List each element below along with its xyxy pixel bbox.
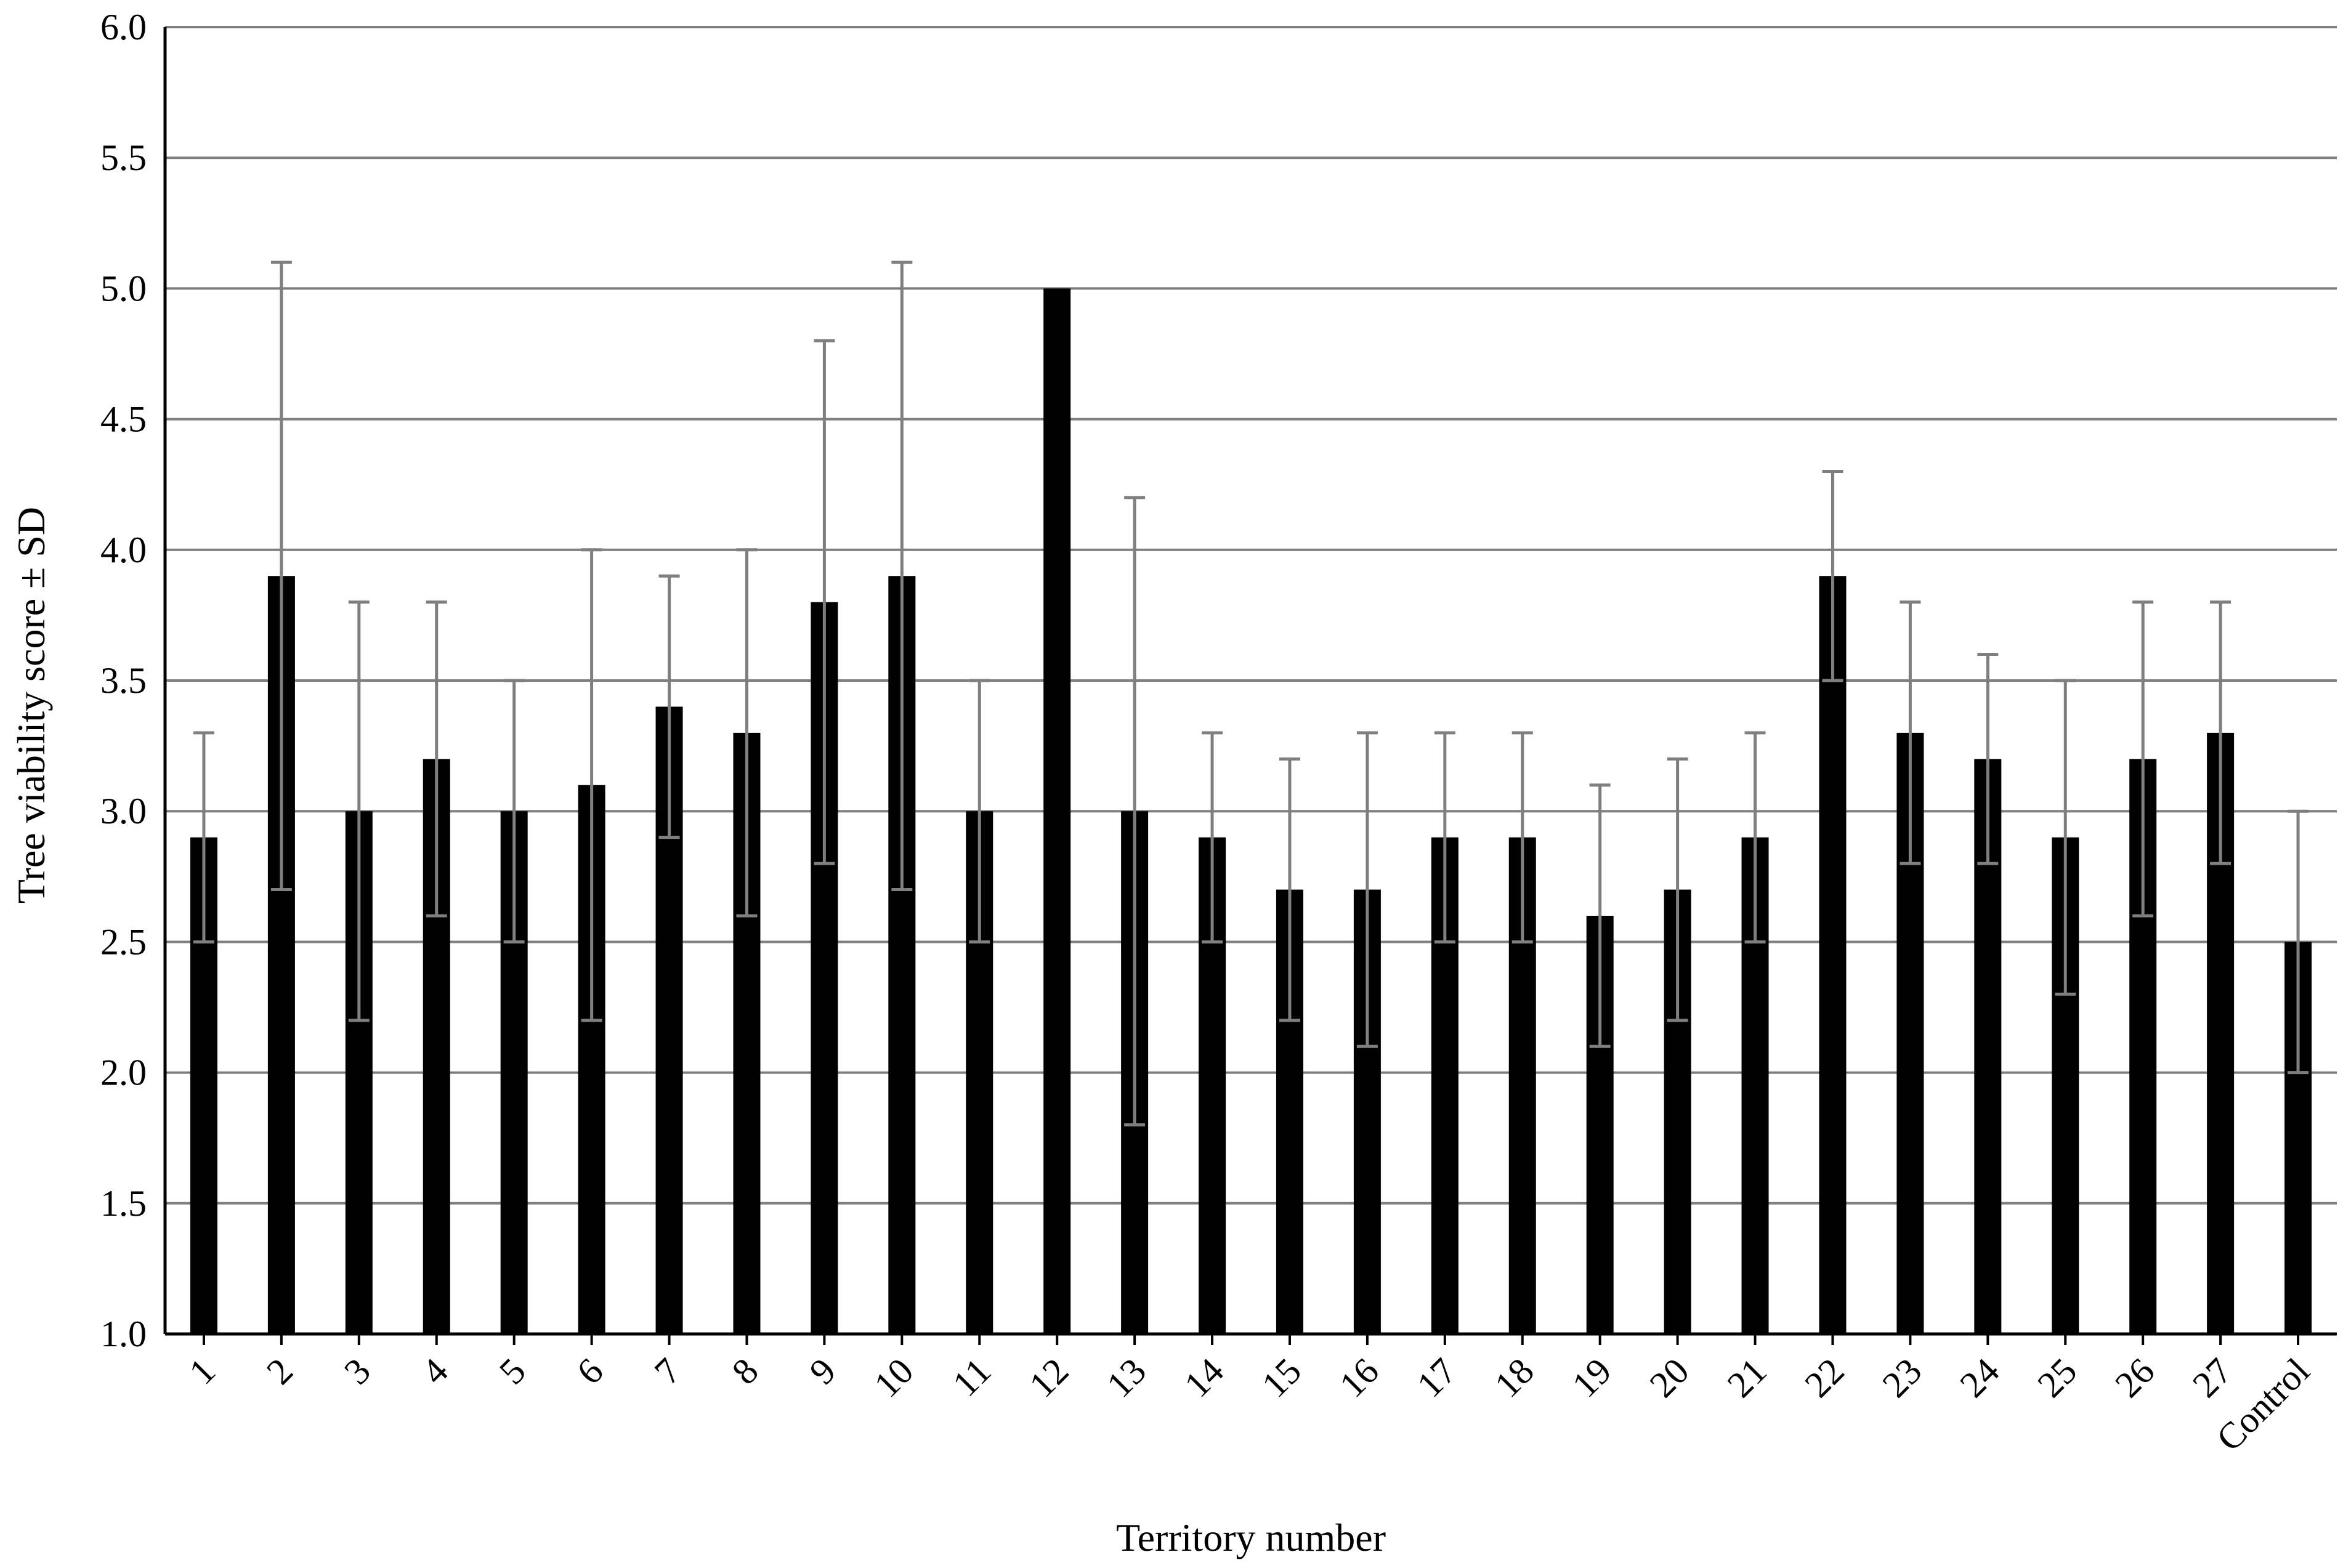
x-axis-title: Territory number [1116, 1516, 1386, 1559]
bar [1043, 288, 1071, 1334]
x-tick-label: 8 [724, 1351, 766, 1392]
x-tick-label: 12 [1021, 1351, 1076, 1405]
x-tick-label: 9 [802, 1351, 844, 1392]
gridlines [165, 26, 2337, 1335]
x-tick-label: 25 [2029, 1351, 2084, 1405]
x-tick-label: 11 [945, 1351, 999, 1405]
x-tick-label: 7 [647, 1351, 689, 1392]
error-bar [814, 339, 835, 865]
y-tick-label: 4.0 [100, 530, 147, 570]
x-tick-label: 2 [259, 1351, 301, 1392]
error-bar [1667, 757, 1688, 1022]
error-bar [1511, 731, 1533, 944]
x-tick-label: 14 [1176, 1351, 1231, 1405]
y-tick-label: 6.0 [100, 7, 147, 47]
y-tick-label: 4.5 [100, 399, 147, 440]
y-tick-label: 2.5 [100, 921, 147, 962]
y-tick-labels: 1.0 1.5 2.0 2.5 3.0 3.5 4.0 4.5 5.0 5.5 6.0 [100, 7, 147, 1354]
y-tick-label: 1.5 [100, 1183, 147, 1224]
error-bar [1279, 757, 1300, 1022]
error-bar [426, 600, 447, 918]
x-tick-label: 23 [1874, 1351, 1929, 1405]
y-tick-label: 3.0 [100, 791, 147, 831]
error-bar [2210, 600, 2232, 865]
x-tick-label: 15 [1254, 1351, 1309, 1405]
error-bar [1900, 600, 1921, 865]
error-bar [1124, 496, 1146, 1126]
y-tick-label: 5.5 [100, 137, 147, 178]
x-tick-label: 10 [866, 1351, 921, 1405]
x-tick-labels: 1 2 3 4 5 6 7 8 9 10 11 12 13 14 15 16 17 18 19 20 21 22 23 24 2… [181, 1351, 2317, 1459]
bar [1819, 576, 1847, 1334]
error-bar [503, 679, 525, 944]
x-tick-label: 6 [569, 1351, 611, 1392]
error-bar [969, 679, 990, 944]
error-bar [348, 600, 370, 1022]
x-tick-label: 4 [414, 1351, 456, 1392]
x-tick-label: 13 [1099, 1351, 1154, 1405]
y-tick-label: 5.0 [100, 268, 147, 309]
x-tick-label: 21 [1720, 1351, 1774, 1405]
x-tick-label: 16 [1332, 1351, 1386, 1405]
x-tick-label: 1 [181, 1351, 223, 1392]
error-bar [1822, 469, 1843, 682]
error-bar [1202, 731, 1223, 944]
error-bars [193, 261, 2309, 1126]
x-tick-label: 18 [1487, 1351, 1542, 1405]
x-tick-label: 26 [2107, 1351, 2162, 1405]
error-bar [1744, 731, 1766, 944]
x-tick-label: 17 [1409, 1351, 1464, 1405]
error-bar [1356, 731, 1378, 1048]
x-tick-label: 19 [1564, 1351, 1619, 1405]
x-tick-label: 27 [2185, 1351, 2240, 1405]
y-tick-label: 3.5 [100, 660, 147, 701]
error-bar [2055, 679, 2076, 996]
error-bar [1434, 731, 1455, 944]
y-tick-label: 2.0 [100, 1053, 147, 1093]
error-bar [2288, 809, 2309, 1075]
y-tick-label: 1.0 [100, 1314, 147, 1354]
x-tick-label: 22 [1797, 1351, 1852, 1405]
x-tick-label: 5 [492, 1351, 533, 1392]
x-tick-label: 3 [336, 1351, 378, 1392]
y-axis-title: Tree viability score ± SD [9, 507, 53, 903]
error-bar [270, 261, 292, 892]
x-tick-label: 20 [1642, 1351, 1697, 1405]
error-bar [193, 731, 214, 944]
error-bar [736, 548, 758, 918]
error-bar [1589, 783, 1611, 1048]
error-bar [2132, 600, 2154, 918]
axes [163, 27, 2337, 1345]
error-bar [891, 261, 913, 892]
error-bar [581, 548, 602, 1022]
x-tick-label: 24 [1952, 1351, 2007, 1405]
error-bar [1977, 653, 1999, 865]
error-bar [658, 574, 680, 839]
